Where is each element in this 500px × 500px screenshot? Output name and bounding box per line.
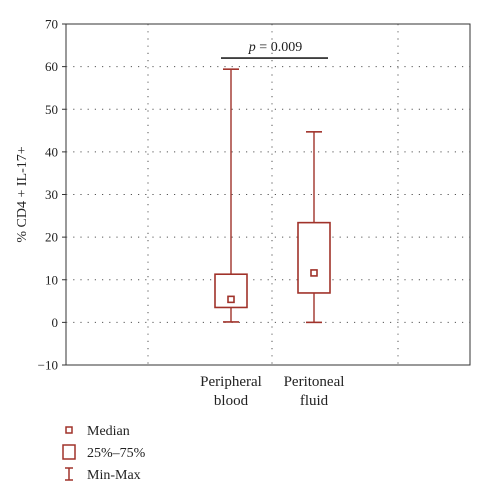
y-tick-label: 60	[45, 59, 58, 74]
median-marker	[310, 269, 318, 277]
y-tick-label: 40	[45, 144, 58, 159]
y-axis-label: % CD4 + IL-17+	[15, 146, 30, 242]
iqr-box	[297, 221, 331, 294]
x-category-label: Peripheral	[200, 374, 262, 390]
legend-box-icon	[62, 444, 76, 460]
legend-label: Min-Max	[87, 468, 141, 483]
p-value-label: p = 0.009	[248, 40, 302, 55]
y-tick-label: 50	[45, 102, 58, 117]
legend-label: Median	[87, 424, 130, 439]
median-marker	[227, 295, 235, 304]
y-tick-label: 30	[45, 187, 58, 202]
box-peripheral-blood	[214, 68, 248, 323]
x-category-label: Peritoneal	[284, 374, 345, 390]
y-tick-label: 20	[45, 230, 58, 245]
legend-label: 25%–75%	[87, 446, 146, 461]
legend-median-icon	[65, 426, 73, 434]
box-peritoneal-fluid	[297, 131, 331, 324]
y-tick-label: 70	[45, 17, 58, 32]
y-tick-label: −10	[38, 358, 58, 373]
x-category-label: fluid	[300, 393, 329, 409]
x-category-label: blood	[214, 393, 249, 409]
y-tick-label: 0	[52, 315, 59, 330]
y-tick-label: 10	[45, 272, 58, 287]
